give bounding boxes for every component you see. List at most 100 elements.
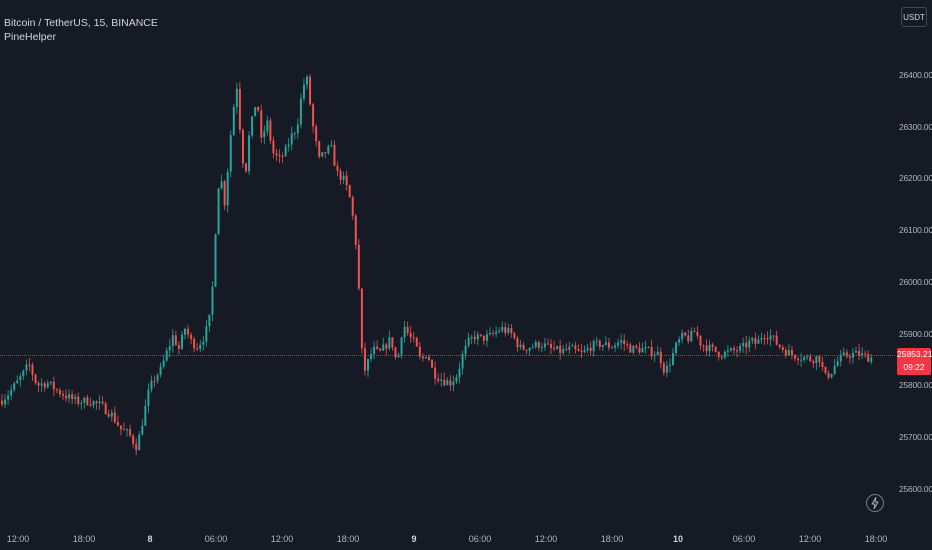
candle-body	[232, 106, 235, 136]
candle-body	[443, 379, 446, 386]
candle-body	[546, 343, 549, 345]
candle-body	[150, 380, 153, 390]
candle-body	[296, 124, 299, 134]
candle-body	[754, 338, 757, 344]
candle-body	[781, 347, 784, 351]
lightning-icon[interactable]	[866, 494, 884, 512]
candle-body	[92, 401, 95, 406]
candle-body	[193, 338, 196, 349]
candle-body	[635, 345, 638, 348]
candle-body	[485, 334, 488, 341]
candle-body	[787, 350, 790, 356]
candle-body	[681, 332, 684, 340]
candle-body	[678, 339, 681, 343]
candle-body	[367, 359, 369, 371]
indicator-name[interactable]: PineHelper	[4, 31, 56, 43]
candle-body	[351, 197, 354, 216]
candle-body	[513, 333, 516, 339]
candle-body	[675, 342, 678, 354]
candle-body	[717, 351, 720, 357]
candle-body	[452, 381, 455, 386]
candle-body	[382, 344, 385, 351]
candle-body	[861, 353, 864, 356]
last-price-label: 25853.21 09:22	[897, 348, 932, 375]
candle-body	[119, 425, 122, 430]
symbol-title[interactable]: Bitcoin / TetherUS, 15, BINANCE	[4, 17, 158, 29]
candle-body	[556, 345, 559, 350]
candle-body	[34, 374, 37, 384]
candle-body	[708, 344, 711, 352]
candle-body	[586, 347, 589, 350]
candle-body	[214, 234, 217, 287]
candle-body	[760, 338, 763, 340]
candle-body	[132, 435, 135, 444]
candle-body	[312, 104, 315, 127]
candle-body	[800, 359, 803, 361]
price-tick: 25900.00	[899, 328, 932, 339]
candle-body	[739, 345, 742, 351]
candle-body	[1, 400, 3, 405]
candle-body	[617, 342, 620, 346]
candle-body	[159, 366, 162, 376]
candle-body	[839, 354, 842, 362]
candle-body	[540, 347, 543, 349]
candle-body	[522, 344, 525, 350]
candle-body	[4, 399, 7, 405]
candle-body	[446, 380, 449, 386]
candle-body	[363, 348, 366, 371]
candle-body	[223, 181, 226, 206]
last-price-value: 25853.21	[897, 349, 932, 359]
candle-body	[403, 326, 406, 338]
candle-body	[525, 349, 528, 351]
candle-body	[16, 380, 19, 384]
candle-body	[226, 171, 229, 206]
candle-body	[458, 368, 461, 378]
candle-body	[315, 126, 318, 142]
candle-body	[516, 338, 519, 348]
candle-body	[208, 314, 211, 327]
candle-body	[205, 326, 208, 342]
candle-body	[107, 414, 110, 417]
candle-body	[702, 345, 705, 347]
candle-body	[421, 356, 424, 359]
candle-body	[623, 340, 626, 345]
candle-body	[129, 429, 132, 436]
candle-body	[440, 379, 443, 381]
candle-body	[632, 345, 635, 353]
candle-body	[766, 338, 769, 340]
candle-body	[772, 335, 775, 337]
candle-body	[379, 348, 382, 351]
candle-body	[815, 356, 818, 364]
candle-body	[778, 344, 781, 348]
price-axis[interactable]: 26400.00 26300.00 26200.00 26100.00 26000.00…	[896, 0, 932, 520]
candle-body	[293, 133, 296, 135]
price-tick: 25700.00	[899, 431, 932, 442]
candle-body	[775, 335, 778, 345]
candle-body	[489, 332, 491, 335]
candle-body	[528, 347, 531, 351]
time-axis[interactable]: 12:00 18:00 8 06:00 12:00 18:00 9 06:00 12:00 18:…	[0, 520, 896, 550]
candle-body	[473, 336, 476, 340]
time-tick: 18:00	[72, 534, 96, 544]
candle-body	[187, 328, 190, 335]
price-tick: 25800.00	[899, 380, 932, 391]
currency-button[interactable]: USDT	[901, 7, 927, 27]
candle-body	[431, 359, 434, 368]
candle-body	[867, 354, 870, 362]
candle-body	[729, 348, 732, 351]
candle-body	[251, 116, 254, 136]
candle-body	[348, 185, 351, 198]
candle-body	[592, 341, 595, 352]
candle-body	[803, 357, 806, 360]
candle-body	[855, 350, 857, 353]
candle-body	[68, 394, 71, 399]
candle-body	[388, 337, 391, 349]
candle-body	[662, 363, 665, 373]
candle-body	[495, 331, 498, 334]
candle-body	[629, 344, 632, 353]
candle-body	[498, 330, 501, 332]
candle-body	[65, 395, 68, 399]
chart-area[interactable]	[0, 0, 896, 520]
candle-body	[833, 365, 836, 375]
time-tick: 12:00	[534, 534, 558, 544]
